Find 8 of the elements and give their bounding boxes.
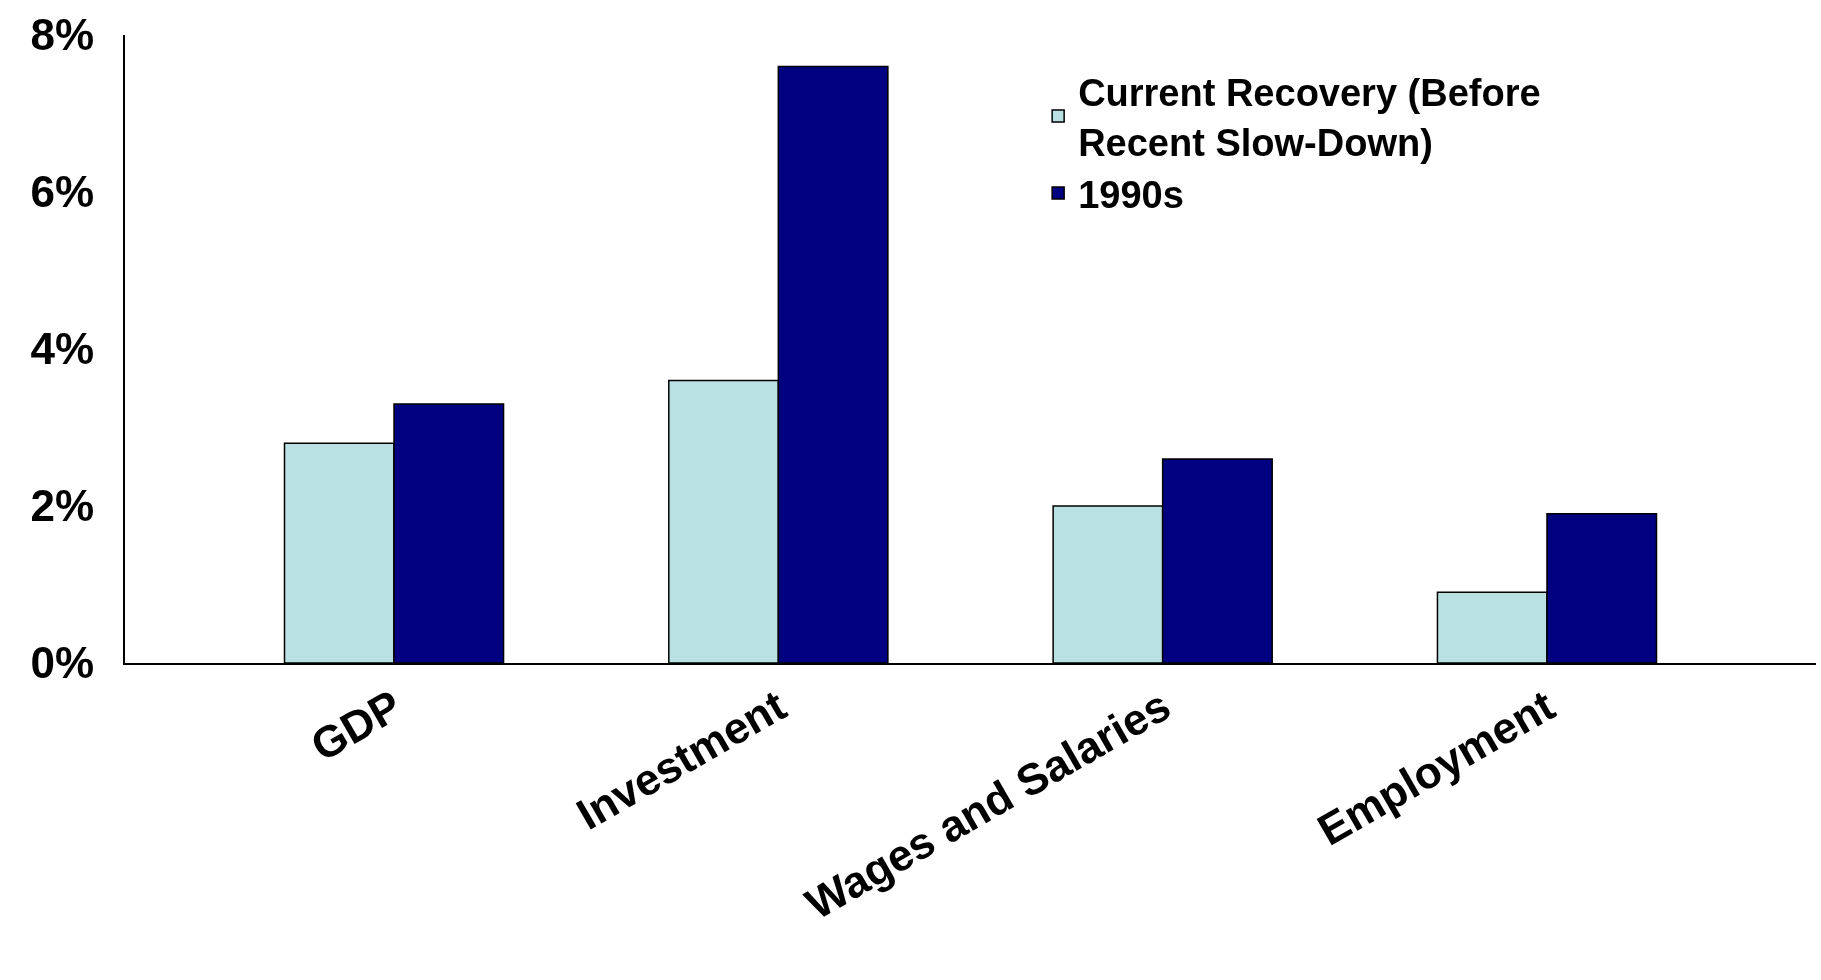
y-tick-label: 8% bbox=[30, 10, 95, 60]
y-tick-label: 4% bbox=[30, 324, 95, 374]
y-tick-label: 0% bbox=[30, 638, 95, 688]
x-tick-label: GDP bbox=[302, 680, 410, 771]
y-tick-label: 6% bbox=[30, 167, 95, 217]
legend-label: Current Recovery (Before Recent Slow-Down) bbox=[1078, 72, 1541, 164]
legend-label: 1990s bbox=[1078, 173, 1184, 216]
y-tick-label: 2% bbox=[30, 481, 95, 531]
